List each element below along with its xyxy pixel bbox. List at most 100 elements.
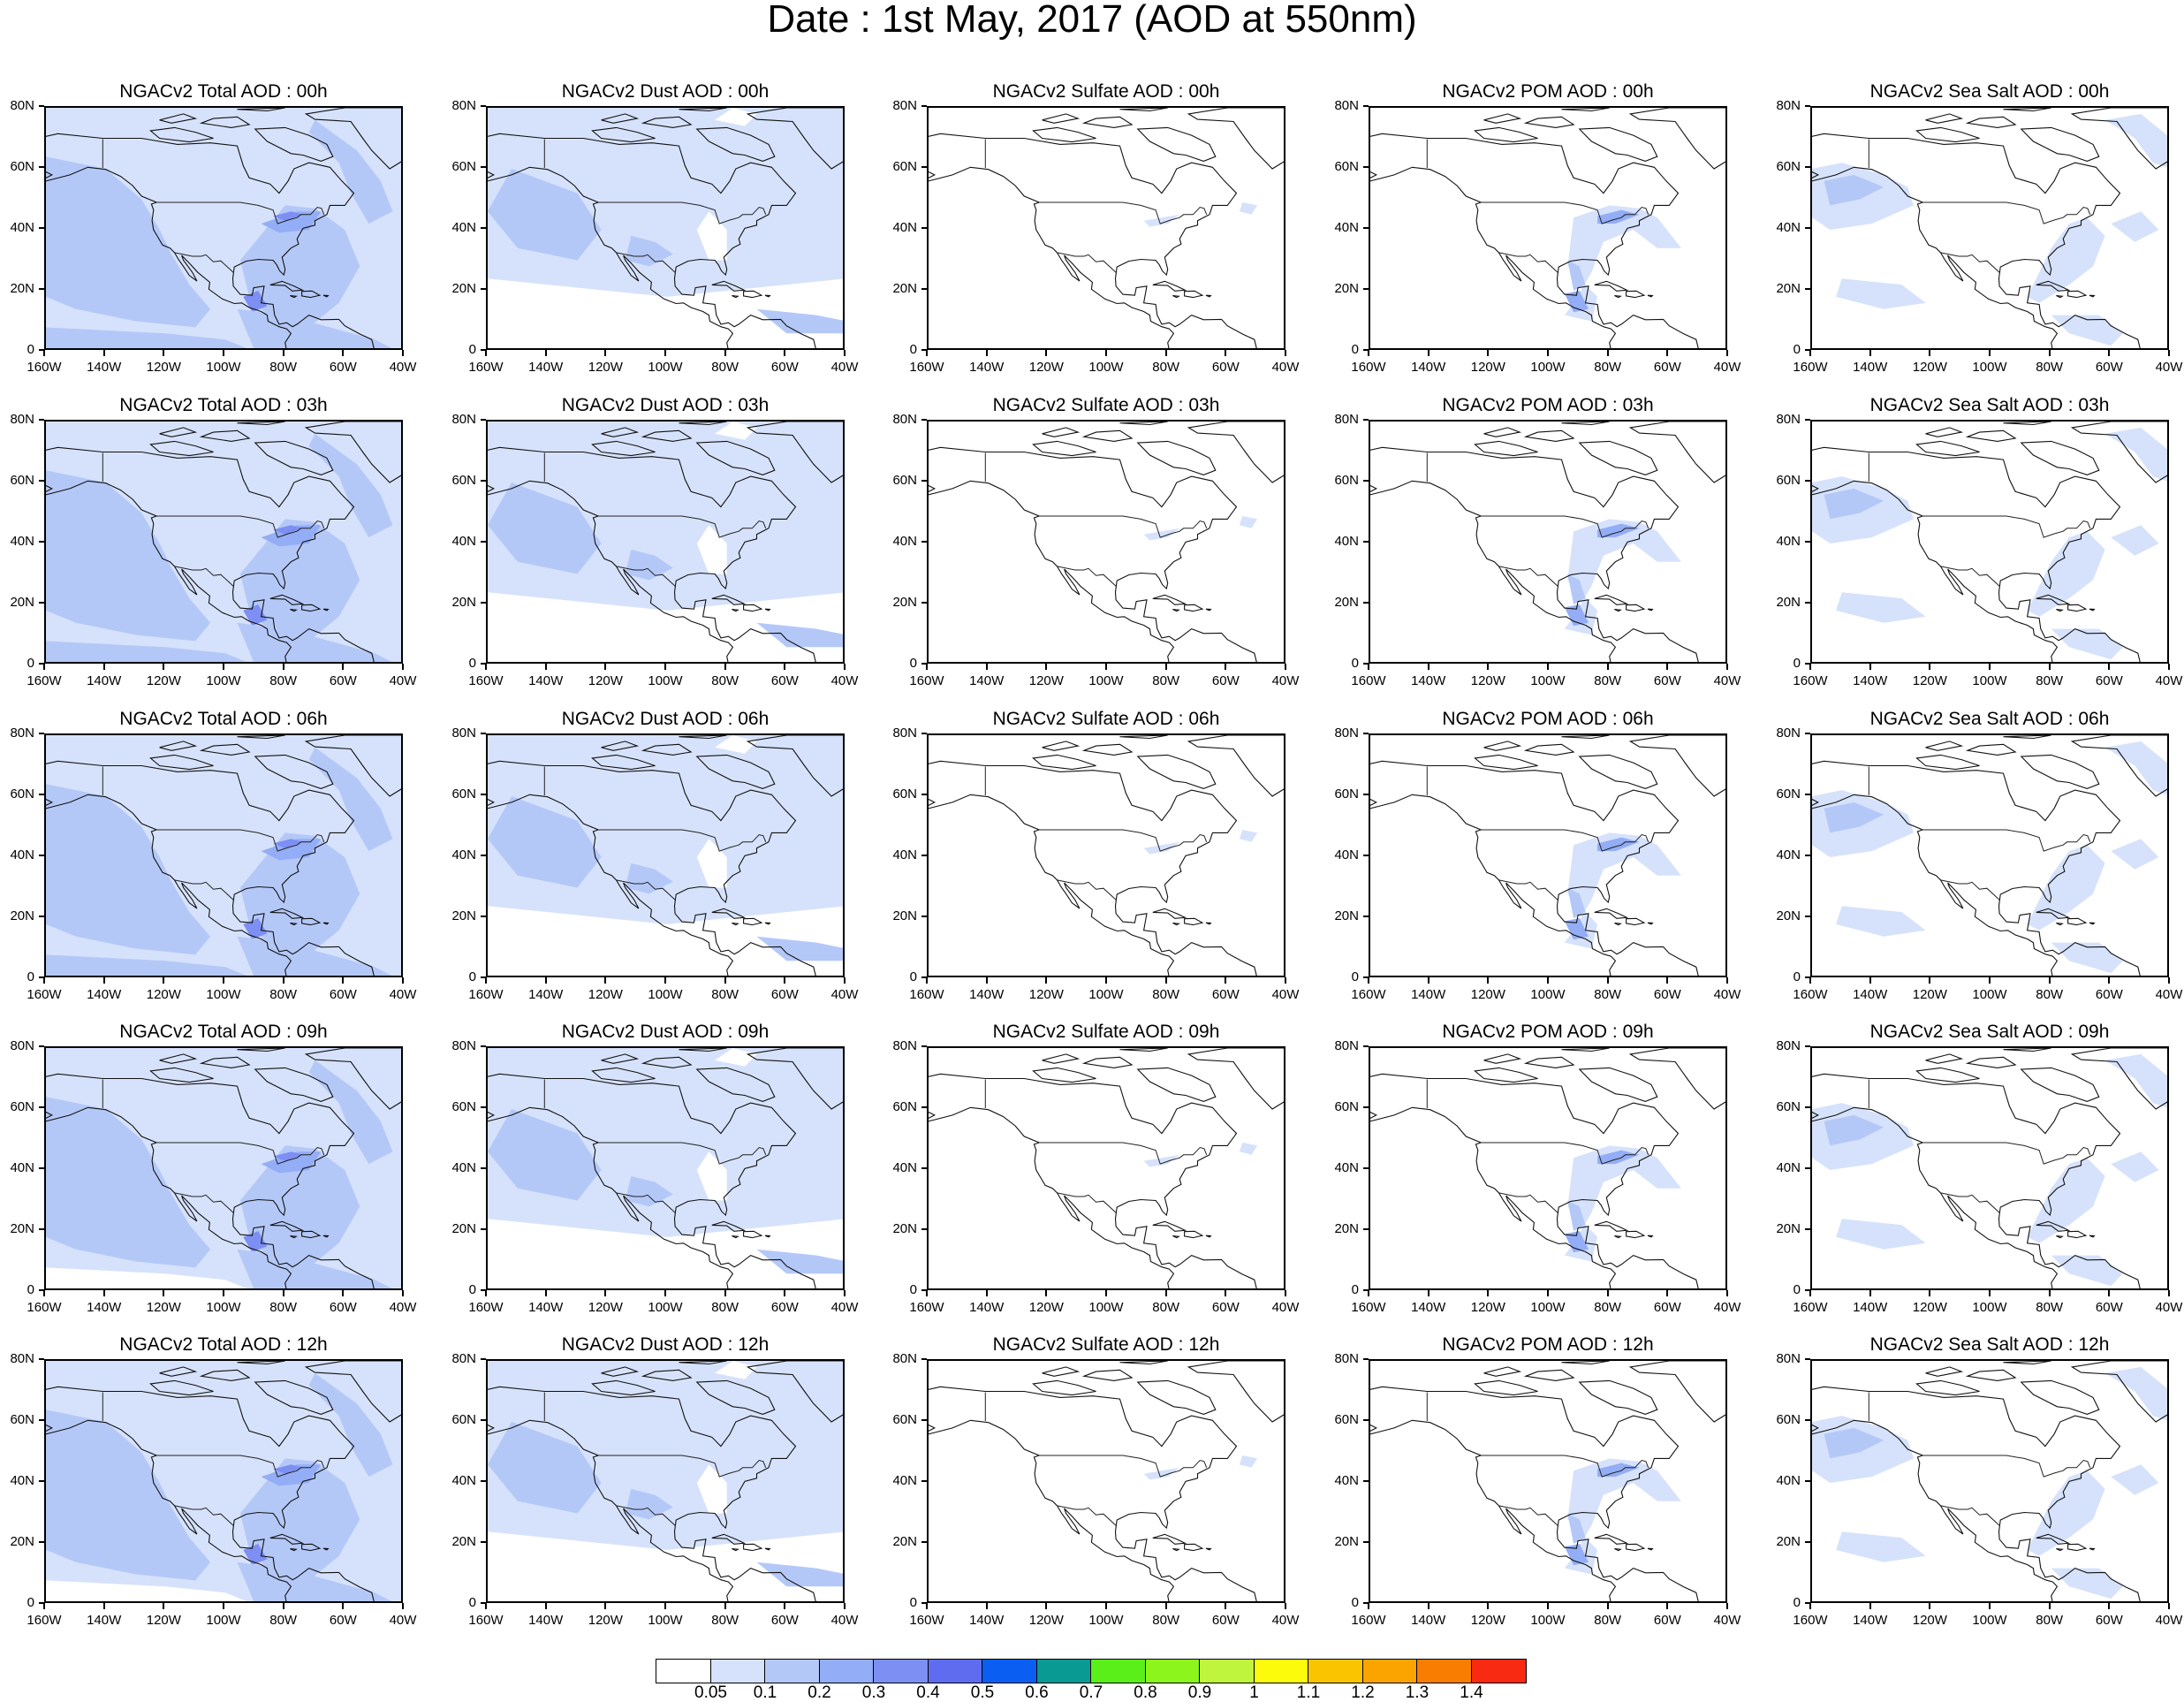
latitude-label: 0 — [468, 1282, 476, 1297]
coastline — [2020, 1379, 2100, 1415]
country-border — [598, 829, 767, 852]
aod-field — [715, 1361, 757, 1379]
longitude-label: 140W — [528, 1613, 564, 1628]
coastline — [1119, 1361, 1168, 1365]
coastline — [1152, 1533, 1187, 1545]
colorbar-label: 0.9 — [1187, 1683, 1212, 1702]
coastline — [254, 1379, 334, 1415]
longitude-tick — [1929, 350, 1931, 356]
latitude-tick — [481, 1289, 486, 1291]
country-border — [1922, 201, 2091, 224]
latitude-label: 60N — [892, 473, 917, 488]
colorbar-box — [1200, 1660, 1255, 1683]
coastline — [1614, 294, 1622, 299]
colorbar-box — [1145, 1660, 1200, 1683]
longitude-tick — [2108, 350, 2111, 356]
latitude-label: 60N — [1776, 786, 1801, 802]
country-border — [1057, 566, 1117, 587]
coastline — [1626, 604, 1646, 612]
longitude-tick — [784, 1290, 786, 1296]
coastline — [1474, 126, 1538, 143]
aod-field — [1143, 841, 1180, 855]
latitude-label: 60N — [451, 786, 476, 802]
aod-field — [46, 1097, 211, 1268]
latitude-tick — [921, 976, 927, 978]
longitude-tick — [402, 1603, 404, 1609]
longitude-label: 80W — [2036, 987, 2064, 1002]
longitude-tick — [1164, 350, 1167, 356]
country-border — [1940, 252, 2000, 273]
coastline — [237, 108, 285, 112]
longitude-tick — [985, 350, 988, 356]
aod-field — [1597, 1463, 1640, 1478]
coastline — [711, 1533, 747, 1545]
aod-field — [1836, 1531, 1926, 1562]
colorbar-label: 0.7 — [1079, 1683, 1103, 1702]
country-border — [174, 1505, 234, 1526]
longitude-label: 140W — [528, 987, 564, 1002]
latitude-label: 40N — [1776, 847, 1801, 862]
longitude-label: 120W — [146, 987, 181, 1002]
coastline — [1614, 1547, 1622, 1552]
latitude-tick — [39, 1419, 44, 1421]
latitude-label: 0 — [468, 1595, 476, 1610]
aod-field — [2111, 525, 2159, 556]
longitude-label: 140W — [969, 1300, 1005, 1315]
longitude-label: 140W — [1853, 1613, 1888, 1628]
longitude-label: 80W — [711, 987, 739, 1002]
longitude-label: 80W — [711, 360, 739, 375]
colorbar-box — [1036, 1660, 1091, 1683]
map-canvas — [488, 108, 843, 348]
latitude-label: 20N — [10, 1534, 34, 1549]
aod-field — [2051, 1568, 2123, 1599]
longitude-tick — [1809, 350, 1811, 356]
panel-title: NGACv2 Sea Salt AOD : 00h — [1869, 81, 2110, 102]
longitude-label: 160W — [468, 360, 504, 375]
latitude-label: 80N — [451, 1351, 476, 1366]
coastline — [2089, 294, 2096, 298]
longitude-label: 120W — [1470, 673, 1505, 688]
latitude-tick — [39, 1480, 44, 1482]
aod-field — [237, 622, 392, 662]
coastline — [2020, 754, 2100, 789]
latitude-label: 40N — [10, 1160, 34, 1175]
longitude-tick — [1929, 664, 1931, 670]
longitude-label: 40W — [1713, 673, 1741, 688]
latitude-label: 20N — [892, 595, 917, 610]
country-border — [616, 566, 676, 587]
latitude-label: 60N — [10, 1099, 34, 1114]
latitude-tick — [1805, 1167, 1810, 1169]
longitude-tick — [1989, 664, 1991, 670]
latitude-tick — [1805, 916, 1810, 917]
longitude-tick — [282, 1603, 284, 1609]
latitude-tick — [921, 916, 927, 917]
longitude-label: 100W — [648, 1300, 683, 1315]
longitude-tick — [1666, 350, 1669, 356]
latitude-tick — [921, 1602, 927, 1604]
longitude-tick — [1105, 1603, 1107, 1609]
latitude-label: 20N — [1776, 1221, 1801, 1236]
latitude-tick — [921, 166, 927, 168]
country-border — [616, 879, 676, 900]
longitude-label: 60W — [1653, 987, 1681, 1002]
latitude-tick — [1363, 1602, 1369, 1604]
latitude-tick — [1805, 105, 1810, 107]
coastline — [1187, 1048, 1284, 1110]
longitude-label: 160W — [909, 360, 944, 375]
longitude-tick — [544, 664, 547, 670]
aod-field — [1564, 291, 1589, 313]
latitude-tick — [1363, 227, 1369, 229]
longitude-label: 40W — [1713, 1613, 1741, 1628]
colorbar — [656, 1659, 1527, 1683]
latitude-tick — [39, 855, 44, 856]
latitude-tick — [921, 541, 927, 543]
country-border — [1498, 252, 1558, 273]
dust-aod-map — [486, 420, 845, 664]
aod-field — [237, 308, 392, 348]
aod-field — [1597, 837, 1640, 852]
country-border — [1039, 515, 1208, 538]
longitude-label: 120W — [1470, 1300, 1505, 1315]
coastline — [1647, 294, 1654, 298]
coastline — [1152, 594, 1187, 605]
coastline — [1172, 1235, 1180, 1239]
